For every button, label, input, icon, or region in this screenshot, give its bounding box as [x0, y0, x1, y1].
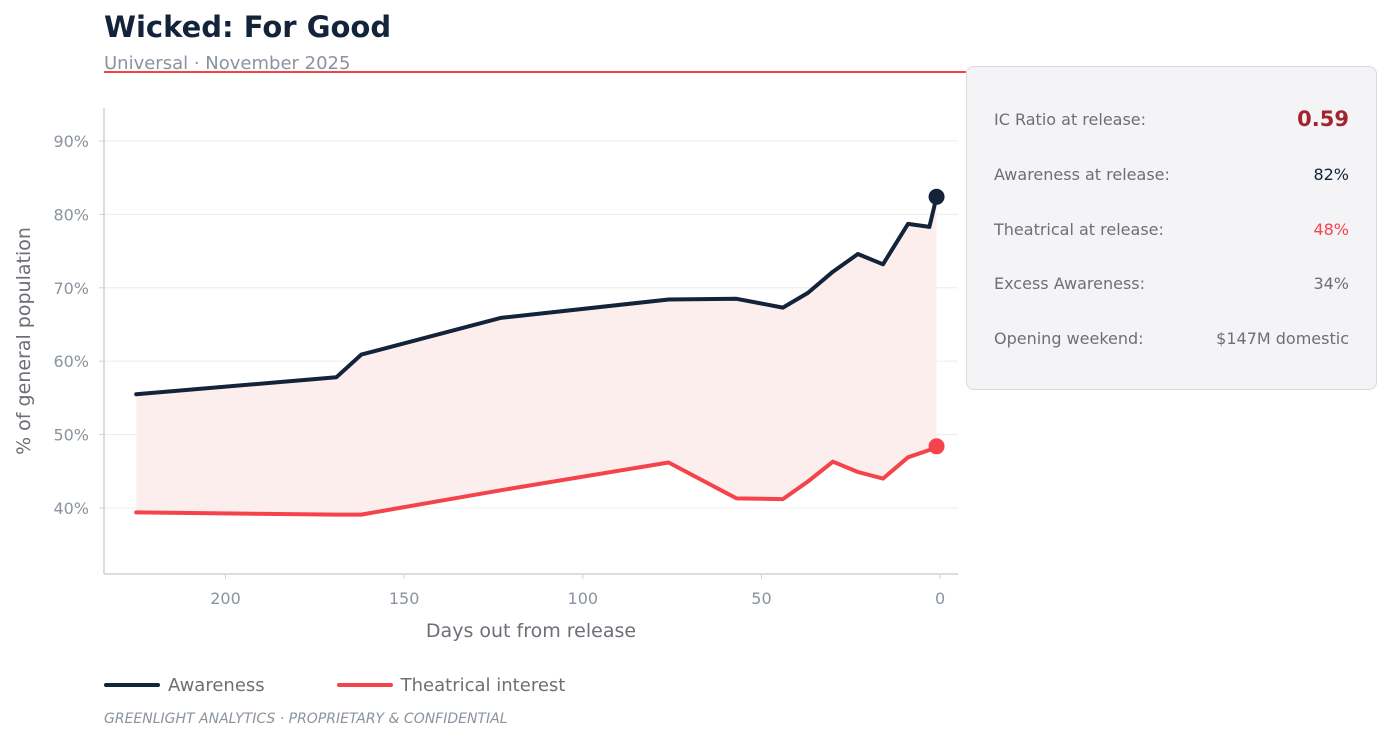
- awareness-at-release-value: 82%: [1313, 164, 1349, 184]
- x-tick-label-50: 50: [751, 589, 771, 608]
- y-axis-title: % of general population: [13, 227, 35, 455]
- y-tick-label-70: 70%: [53, 279, 89, 298]
- x-tick-label-100: 100: [568, 589, 599, 608]
- legend-item-awareness: Awareness: [104, 675, 265, 696]
- excess-awareness-value: 34%: [1313, 273, 1349, 293]
- stat-row-awareness: Awareness at release: 82%: [994, 159, 1349, 189]
- chart-title: Wicked: For Good: [104, 10, 392, 44]
- theatrical-at-release-label: Theatrical at release:: [994, 219, 1164, 239]
- release-stats-panel: IC Ratio at release: 0.59 Awareness at r…: [966, 66, 1377, 390]
- theatrical-at-release-value: 48%: [1313, 219, 1349, 239]
- x-tick-label-200: 200: [210, 589, 241, 608]
- stat-row-ic-ratio: IC Ratio at release: 0.59: [994, 104, 1349, 134]
- y-tick-label-90: 90%: [53, 132, 89, 151]
- opening-weekend-value: $147M domestic: [1216, 328, 1349, 348]
- legend-swatch-awareness: [104, 683, 160, 687]
- y-tick-label-60: 60%: [53, 352, 89, 371]
- legend-swatch-theatrical: [336, 683, 393, 687]
- x-axis-title: Days out from release: [426, 620, 636, 642]
- legend-label-awareness: Awareness: [168, 674, 265, 696]
- title-accent-rule: [104, 71, 966, 73]
- awareness-at-release-label: Awareness at release:: [994, 164, 1170, 184]
- x-tick-label-0: 0: [935, 589, 945, 608]
- y-tick-label-40: 40%: [53, 499, 89, 518]
- chart-legend: Awareness Theatrical interest: [104, 673, 637, 697]
- opening-weekend-label: Opening weekend:: [994, 328, 1144, 348]
- ic-ratio-label: IC Ratio at release:: [994, 109, 1147, 129]
- stat-row-theatrical: Theatrical at release: 48%: [994, 214, 1349, 244]
- ic-ratio-value: 0.59: [1297, 107, 1349, 131]
- excess-awareness-label: Excess Awareness:: [994, 273, 1145, 293]
- end-marker-awareness: [928, 188, 945, 205]
- stat-row-excess: Excess Awareness: 34%: [994, 268, 1349, 298]
- stat-row-opening: Opening weekend: $147M domestic: [994, 323, 1349, 353]
- line-chart: 40% 50% 60% 70% 80% 90% 200 150 100 50 0 Days out f…: [13, 108, 958, 642]
- chart-subtitle: Universal · November 2025: [104, 53, 351, 74]
- legend-item-theatrical: Theatrical interest: [336, 674, 566, 696]
- x-tick-label-150: 150: [389, 589, 420, 608]
- y-tick-label-50: 50%: [53, 426, 89, 445]
- series-line-theatrical-interest: [134, 444, 939, 517]
- series-line-awareness: [134, 194, 939, 397]
- awareness-gap-band: [136, 196, 937, 515]
- end-marker-theatrical-interest: [928, 438, 945, 455]
- footer-confidentiality-note: GREENLIGHT ANALYTICS · PROPRIETARY & CON…: [104, 711, 508, 727]
- y-tick-label-80: 80%: [53, 205, 89, 224]
- legend-label-theatrical: Theatrical interest: [400, 674, 566, 696]
